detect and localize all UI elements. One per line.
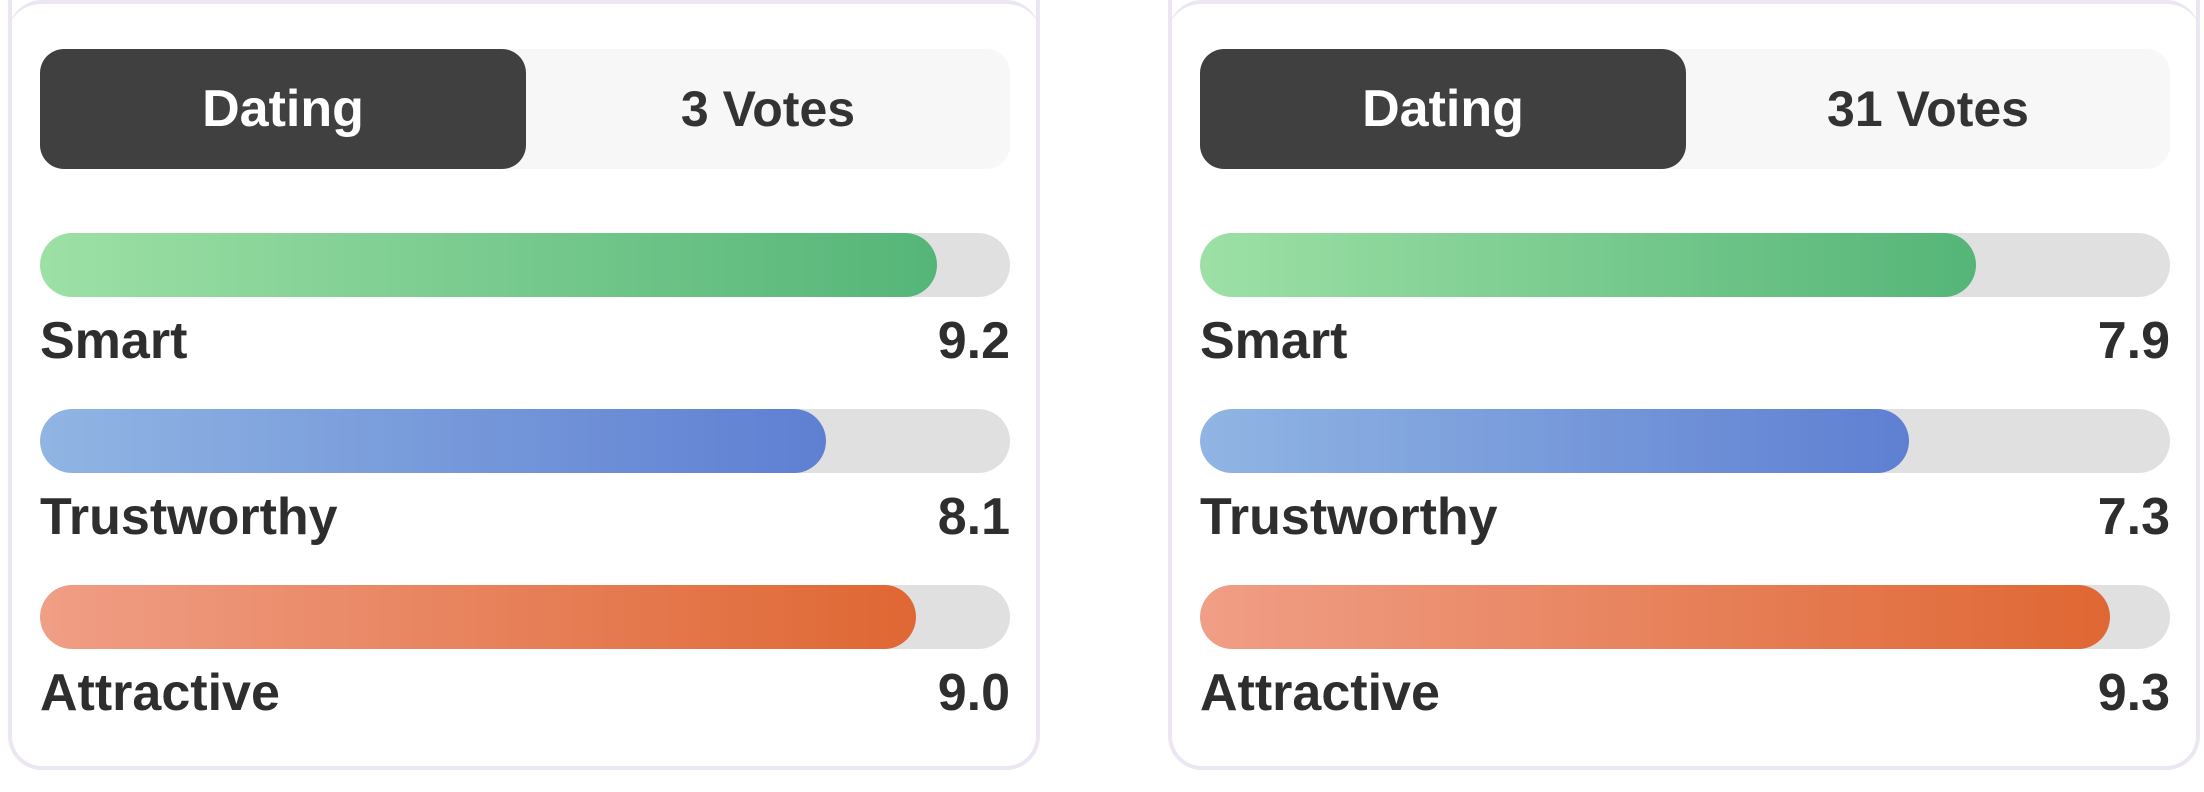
rating-card: Dating 3 Votes Smart 9.2 Trustworthy 8.1… xyxy=(8,0,1040,770)
trustworthy-bar-fill xyxy=(1200,409,1910,473)
metric-value: 9.2 xyxy=(937,312,1010,370)
metric-label: Smart xyxy=(40,312,188,370)
metric-value: 9.0 xyxy=(937,664,1010,722)
vote-count[interactable]: 3 Votes xyxy=(680,81,856,137)
bar-track xyxy=(1200,409,2170,473)
metric-value: 7.9 xyxy=(2097,312,2170,370)
bar-track xyxy=(40,233,1010,297)
metric-value: 8.1 xyxy=(937,488,1010,546)
category-tab-dating[interactable]: Dating xyxy=(40,49,526,169)
bar-track xyxy=(1200,233,2170,297)
category-tab-dating[interactable]: Dating xyxy=(1200,49,1686,169)
attractive-bar-fill xyxy=(1200,585,2110,649)
smart-bar-fill xyxy=(40,233,938,297)
metric-label: Smart xyxy=(1200,312,1348,370)
rating-card: Dating 31 Votes Smart 7.9 Trustworthy 7.… xyxy=(1168,0,2200,770)
trustworthy-bar-fill xyxy=(40,409,826,473)
category-toggle[interactable]: Dating 3 Votes xyxy=(40,49,1010,169)
vote-count[interactable]: 31 Votes xyxy=(1827,81,2029,137)
metric-label: Attractive xyxy=(1200,664,1440,722)
category-toggle[interactable]: Dating 31 Votes xyxy=(1200,49,2170,169)
smart-bar-fill xyxy=(1200,233,1976,297)
metric-label: Attractive xyxy=(40,664,280,722)
metric-label: Trustworthy xyxy=(1200,488,1498,546)
attractive-bar-fill xyxy=(40,585,916,649)
bar-track xyxy=(40,585,1010,649)
bar-track xyxy=(40,409,1010,473)
metric-label: Trustworthy xyxy=(40,488,338,546)
bar-track xyxy=(1200,585,2170,649)
metric-value: 9.3 xyxy=(2097,664,2170,722)
metric-value: 7.3 xyxy=(2097,488,2170,546)
